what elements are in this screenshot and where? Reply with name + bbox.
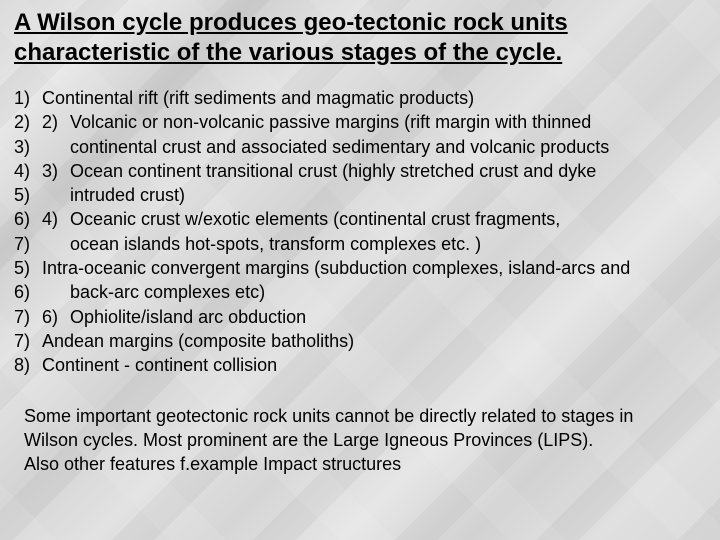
list-text: Continental rift (rift sediments and mag… [42, 86, 474, 110]
list-text: Intra-oceanic convergent margins (subduc… [42, 256, 630, 280]
list-inner-marker: 6) [42, 305, 70, 329]
footer-line: Also other features f.example Impact str… [24, 452, 702, 476]
list-text: Ocean continent transitional crust (high… [70, 159, 596, 183]
footer-line: Wilson cycles. Most prominent are the La… [24, 428, 702, 452]
slide-title: A Wilson cycle produces geo-tectonic roc… [14, 8, 706, 68]
list-row: 6)back-arc complexes etc) [14, 280, 706, 304]
list-text: Ophiolite/island arc obduction [70, 305, 306, 329]
list-marker: 4) [14, 159, 42, 183]
list-row: 7)ocean islands hot-spots, transform com… [14, 232, 706, 256]
footer-line: Some important geotectonic rock units ca… [24, 404, 702, 428]
list-text: Oceanic crust w/exotic elements (contine… [70, 207, 560, 231]
list-row: 8)Continent - continent collision [14, 353, 706, 377]
list-text: Andean margins (composite batholiths) [42, 329, 354, 353]
list-marker: 6) [14, 280, 42, 304]
list-text: continental crust and associated sedimen… [42, 135, 609, 159]
list-row: 7)6)Ophiolite/island arc obduction [14, 305, 706, 329]
list-row: 5)Intra-oceanic convergent margins (subd… [14, 256, 706, 280]
list-row: 3)continental crust and associated sedim… [14, 135, 706, 159]
list-marker: 7) [14, 232, 42, 256]
list-marker: 3) [14, 135, 42, 159]
list-text: ocean islands hot-spots, transform compl… [42, 232, 481, 256]
list-text: intruded crust) [42, 183, 185, 207]
slide: A Wilson cycle produces geo-tectonic roc… [0, 0, 720, 540]
list-marker: 7) [14, 305, 42, 329]
list-inner-marker: 3) [42, 159, 70, 183]
footer-text: Some important geotectonic rock units ca… [14, 404, 706, 477]
list-inner-marker: 4) [42, 207, 70, 231]
list-text: Volcanic or non-volcanic passive margins… [70, 110, 591, 134]
list-marker: 5) [14, 183, 42, 207]
list-marker: 7) [14, 329, 42, 353]
list-row: 4)3)Ocean continent transitional crust (… [14, 159, 706, 183]
list-marker: 5) [14, 256, 42, 280]
list-marker: 1) [14, 86, 42, 110]
list-row: 1)Continental rift (rift sediments and m… [14, 86, 706, 110]
list-marker: 2) [14, 110, 42, 134]
list-row: 5)intruded crust) [14, 183, 706, 207]
list-marker: 6) [14, 207, 42, 231]
list-text: back-arc complexes etc) [42, 280, 265, 304]
list-row: 7)Andean margins (composite batholiths) [14, 329, 706, 353]
list-marker: 8) [14, 353, 42, 377]
list-row: 6)4)Oceanic crust w/exotic elements (con… [14, 207, 706, 231]
list-body: 1)Continental rift (rift sediments and m… [14, 86, 706, 378]
list-row: 2)2)Volcanic or non-volcanic passive mar… [14, 110, 706, 134]
list-inner-marker: 2) [42, 110, 70, 134]
list-text: Continent - continent collision [42, 353, 277, 377]
